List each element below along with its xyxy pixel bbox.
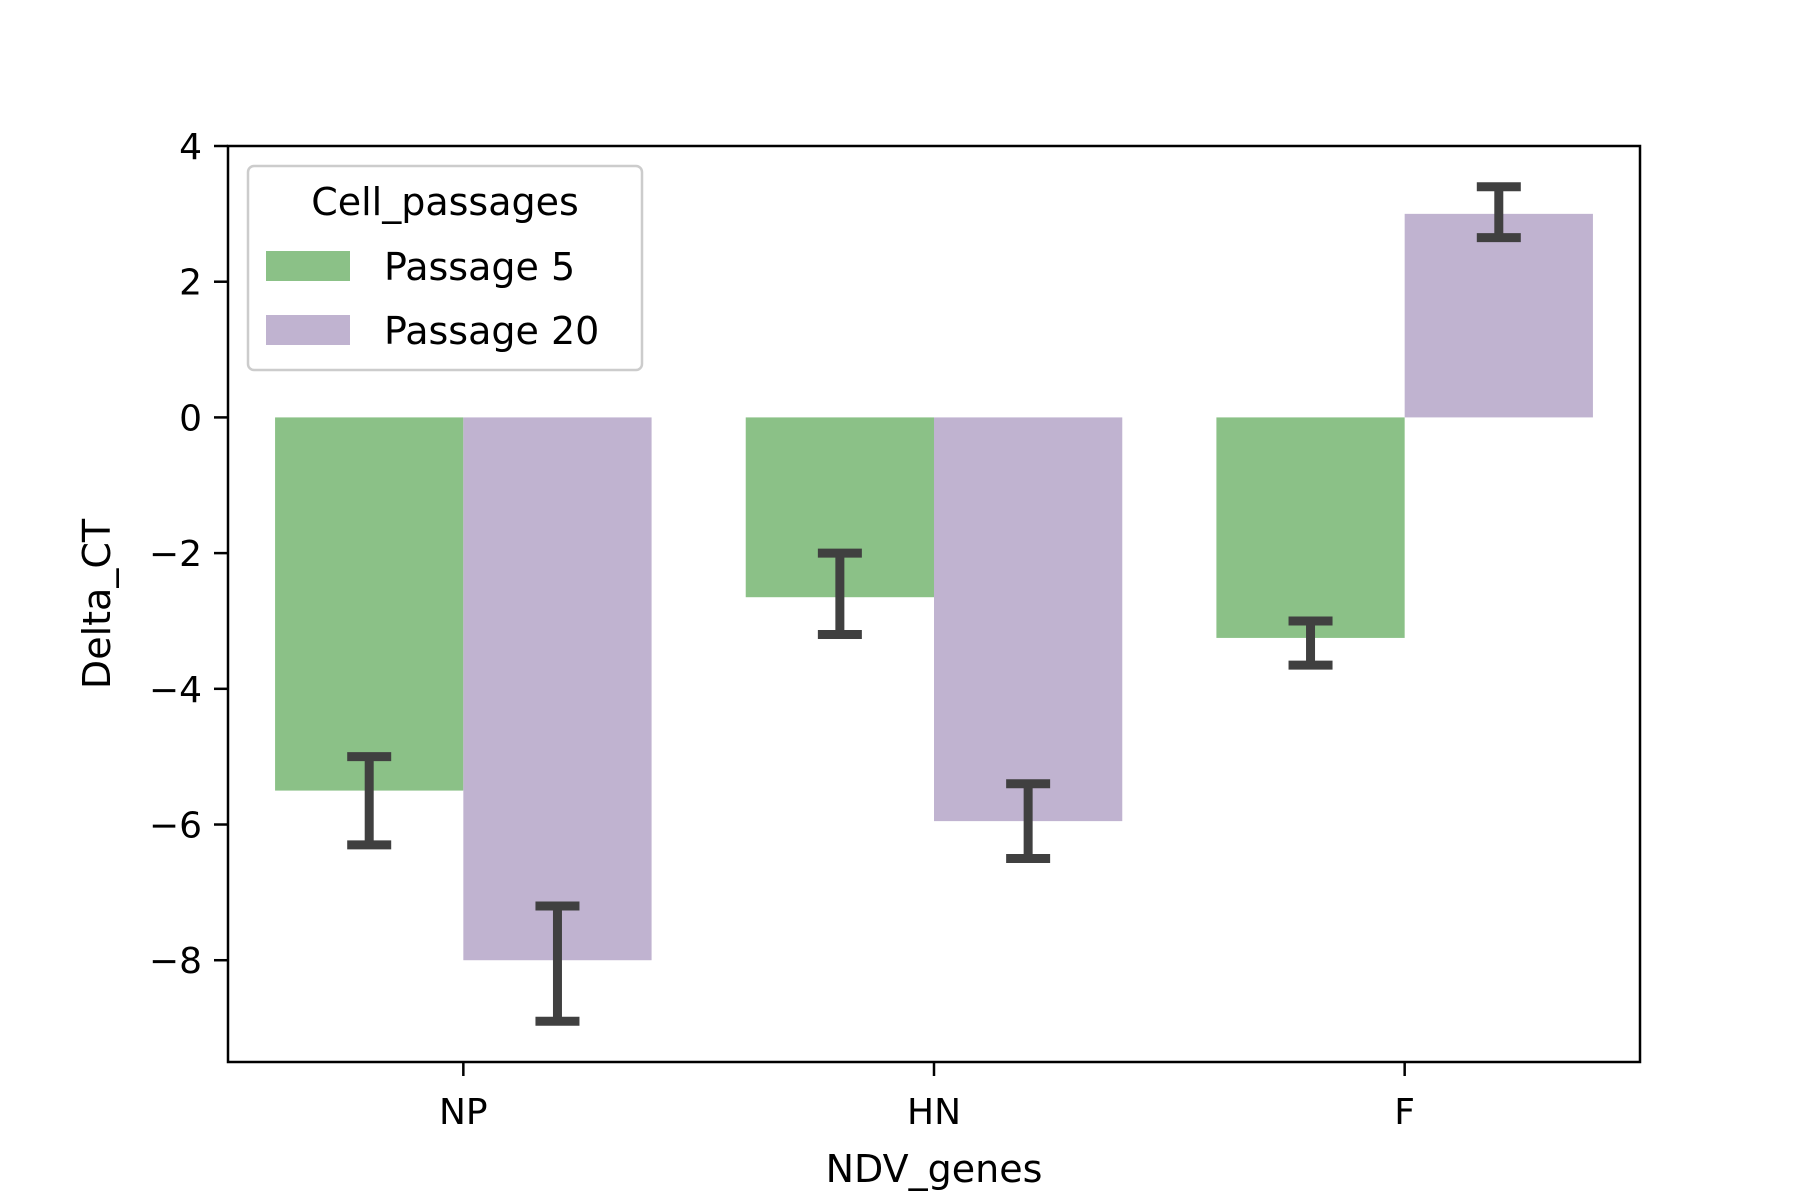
error-bar-hn-passage-20 [1006,779,1051,863]
error-bar-f-passage-5 [1288,616,1333,670]
x-tick-label-np: NP [439,1092,488,1133]
bar-f-passage-20 [1404,213,1593,418]
y-axis: 4 2 0 −2 −4 −6 −8 [149,127,228,982]
y-tick-label: 4 [179,127,202,168]
legend-swatch-passage-20 [266,315,350,345]
x-tick-label-f: F [1394,1092,1415,1133]
bar-np-passage-5 [275,417,464,791]
error-bar-np-passage-5 [347,752,392,850]
error-bars [347,182,1521,1026]
x-tick-label-hn: HN [907,1092,961,1133]
error-bar-f-passage-20 [1476,182,1521,243]
legend-label-passage-20: Passage 20 [384,309,599,353]
y-tick-label: −6 [149,806,202,847]
y-tick-label: −4 [149,670,202,711]
bar-f-passage-5 [1216,417,1405,638]
y-tick-label: 0 [179,398,202,439]
y-axis-label: Delta_CT [75,518,119,689]
x-axis: NP HN F [439,1062,1415,1133]
y-tick-label: −8 [149,941,202,982]
y-tick-label: 2 [179,263,202,304]
error-bar-hn-passage-5 [817,548,862,640]
legend: Cell_passages Passage 5 Passage 20 [246,164,644,372]
legend-title: Cell_passages [311,180,579,224]
bar-np-passage-20 [463,417,652,961]
error-bar-np-passage-20 [535,901,580,1026]
bars [275,213,1593,961]
bar-hn-passage-20 [934,417,1123,822]
y-tick-label: −2 [149,534,202,575]
legend-label-passage-5: Passage 5 [384,245,575,289]
legend-swatch-passage-5 [266,251,350,281]
x-axis-label: NDV_genes [826,1147,1043,1191]
